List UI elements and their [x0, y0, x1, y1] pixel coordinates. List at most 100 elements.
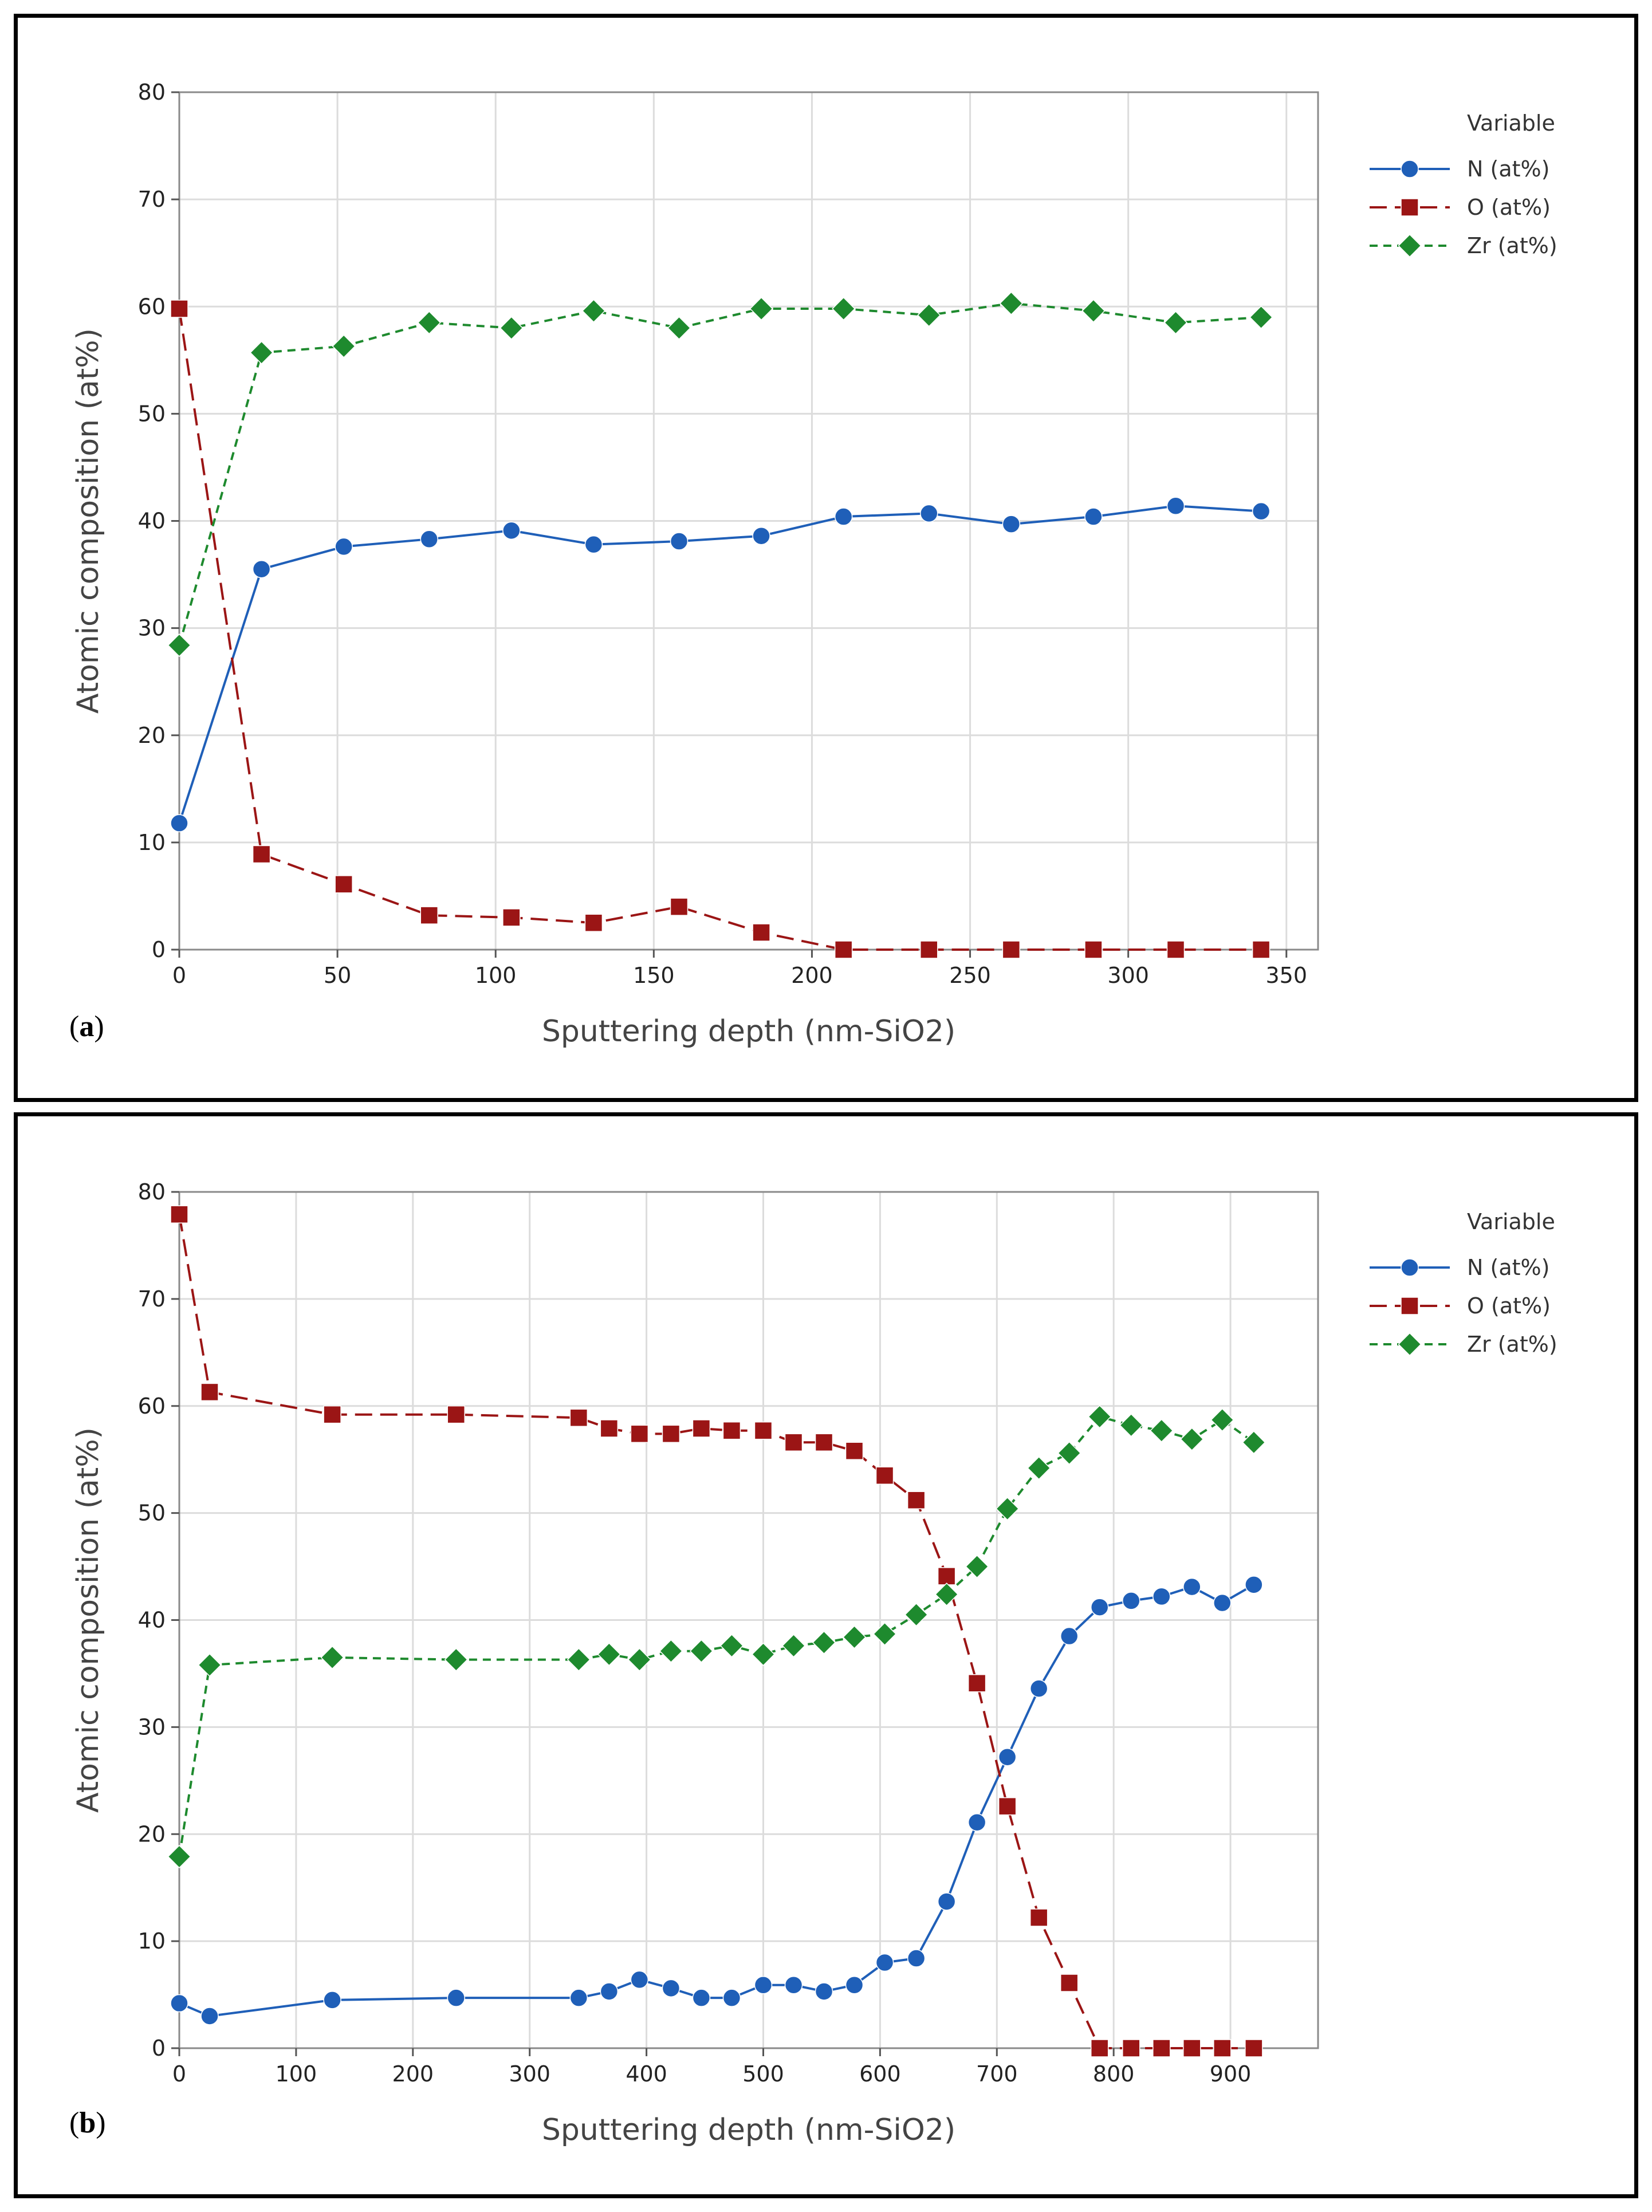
- data-point-o: [662, 1424, 681, 1443]
- data-point-zr: [1249, 305, 1273, 329]
- data-point-zr: [749, 297, 773, 321]
- panel-label-b: (b): [69, 2107, 106, 2139]
- data-point-zr: [812, 1631, 836, 1655]
- data-point-zr: [751, 1642, 776, 1666]
- legend-label-zr: Zr (at%): [1467, 1332, 1557, 1357]
- y-tick-label: 10: [138, 1928, 166, 1954]
- data-point-n: [1122, 1592, 1140, 1610]
- x-axis-title: Sputtering depth (nm-SiO2): [542, 1014, 955, 1049]
- data-point-o: [1245, 2039, 1263, 2057]
- chart-b: 0 100 200 300 400 500 600 700 800 900 0 10 20 30 40 50 6…: [71, 1179, 1557, 2147]
- data-point-o: [670, 898, 689, 916]
- panel-label-a: (a): [69, 1010, 104, 1043]
- y-tick-label: 40: [138, 509, 166, 534]
- data-point-o: [323, 1405, 341, 1424]
- x-tick-label: 400: [626, 2061, 667, 2087]
- x-tick-label: 600: [859, 2061, 901, 2087]
- data-point-zr: [444, 1648, 468, 1672]
- data-point-zr: [996, 1497, 1020, 1521]
- data-point-n: [754, 1975, 773, 1994]
- x-tick-label: 700: [976, 2061, 1018, 2087]
- data-point-zr: [627, 1648, 651, 1672]
- data-point-n: [447, 1989, 465, 2007]
- data-point-n: [998, 1747, 1017, 1766]
- data-point-zr: [167, 1844, 191, 1869]
- y-tick-label: 10: [138, 830, 166, 855]
- data-point-o: [754, 1421, 773, 1440]
- data-point-o: [815, 1433, 833, 1452]
- data-point-zr: [842, 1625, 867, 1649]
- data-point-n: [200, 2007, 219, 2025]
- x-tick-label: 300: [509, 2061, 550, 2087]
- data-point-zr: [332, 334, 356, 359]
- panel-a: 0 50 100 150 200 250 300 350 0 10 20 30 40 50 60 70 80 Sp…: [14, 14, 1638, 1102]
- data-point-o: [1153, 2039, 1171, 2057]
- legend-label-o: O (at%): [1467, 1293, 1551, 1318]
- data-point-zr: [872, 1622, 897, 1646]
- data-point-o: [630, 1424, 649, 1443]
- data-point-zr: [689, 1639, 713, 1663]
- data-point-o: [1029, 1908, 1048, 1927]
- data-point-zr: [965, 1554, 989, 1579]
- y-tick-label: 70: [138, 187, 166, 212]
- data-point-o: [200, 1383, 219, 1402]
- data-point-n: [1183, 1577, 1201, 1596]
- data-point-o: [600, 1419, 619, 1438]
- data-point-o: [584, 914, 603, 932]
- data-point-o: [447, 1405, 465, 1424]
- data-point-zr: [417, 310, 441, 334]
- data-point-o: [784, 1433, 803, 1452]
- data-point-zr: [1242, 1430, 1266, 1454]
- x-tick-label: 800: [1093, 2061, 1135, 2087]
- y-tick-label: 40: [138, 1608, 166, 1633]
- data-point-o: [752, 923, 770, 942]
- y-tick-label: 0: [152, 937, 166, 962]
- data-point-o: [834, 940, 853, 959]
- legend-marker-zr: [1398, 1332, 1422, 1356]
- data-point-zr: [198, 1653, 222, 1677]
- y-tick-label: 30: [138, 1714, 166, 1739]
- y-tick-label: 20: [138, 1821, 166, 1847]
- data-point-zr: [781, 1634, 806, 1658]
- data-point-o: [937, 1567, 956, 1585]
- data-point-n: [1084, 507, 1103, 526]
- data-point-zr: [935, 1583, 959, 1607]
- legend-marker-n: [1401, 1258, 1419, 1277]
- x-tick-label: 100: [276, 2061, 317, 2087]
- data-point-zr: [1027, 1456, 1051, 1480]
- data-point-o: [1213, 2039, 1232, 2057]
- x-tick-label: 500: [742, 2061, 784, 2087]
- data-point-o: [1002, 940, 1021, 959]
- data-point-n: [1090, 1598, 1109, 1616]
- data-point-n: [335, 537, 353, 556]
- x-axis-title: Sputtering depth (nm-SiO2): [542, 2113, 955, 2147]
- y-tick-label: 80: [138, 1179, 166, 1205]
- data-point-o: [907, 1491, 926, 1509]
- y-tick-label: 80: [138, 80, 166, 105]
- data-point-zr: [167, 633, 191, 658]
- panel-b: 0 100 200 300 400 500 600 700 800 900 0 10 20 30 40 50 6…: [14, 1112, 1638, 2198]
- y-tick-label: 60: [138, 1394, 166, 1419]
- data-point-n: [630, 1970, 649, 1989]
- y-axis-title: Atomic composition (at%): [71, 328, 105, 714]
- data-point-n: [569, 1989, 588, 2007]
- data-point-n: [937, 1892, 956, 1911]
- data-point-o: [1084, 940, 1103, 959]
- data-point-n: [907, 1949, 926, 1967]
- data-point-n: [170, 814, 188, 832]
- data-point-zr: [1210, 1408, 1234, 1432]
- data-point-n: [502, 521, 521, 540]
- data-point-zr: [1163, 310, 1188, 334]
- data-point-zr: [581, 299, 605, 323]
- series-line-n: [178, 505, 1261, 824]
- legend-title: Variable: [1467, 1209, 1555, 1234]
- data-point-zr: [999, 292, 1023, 316]
- data-point-n: [1002, 515, 1021, 533]
- data-point-o: [967, 1674, 986, 1693]
- data-point-n: [420, 530, 439, 549]
- data-point-zr: [1180, 1427, 1204, 1451]
- data-point-zr: [1057, 1441, 1081, 1465]
- y-tick-label: 50: [138, 1501, 166, 1526]
- data-point-n: [692, 1989, 711, 2007]
- data-point-o: [722, 1421, 741, 1440]
